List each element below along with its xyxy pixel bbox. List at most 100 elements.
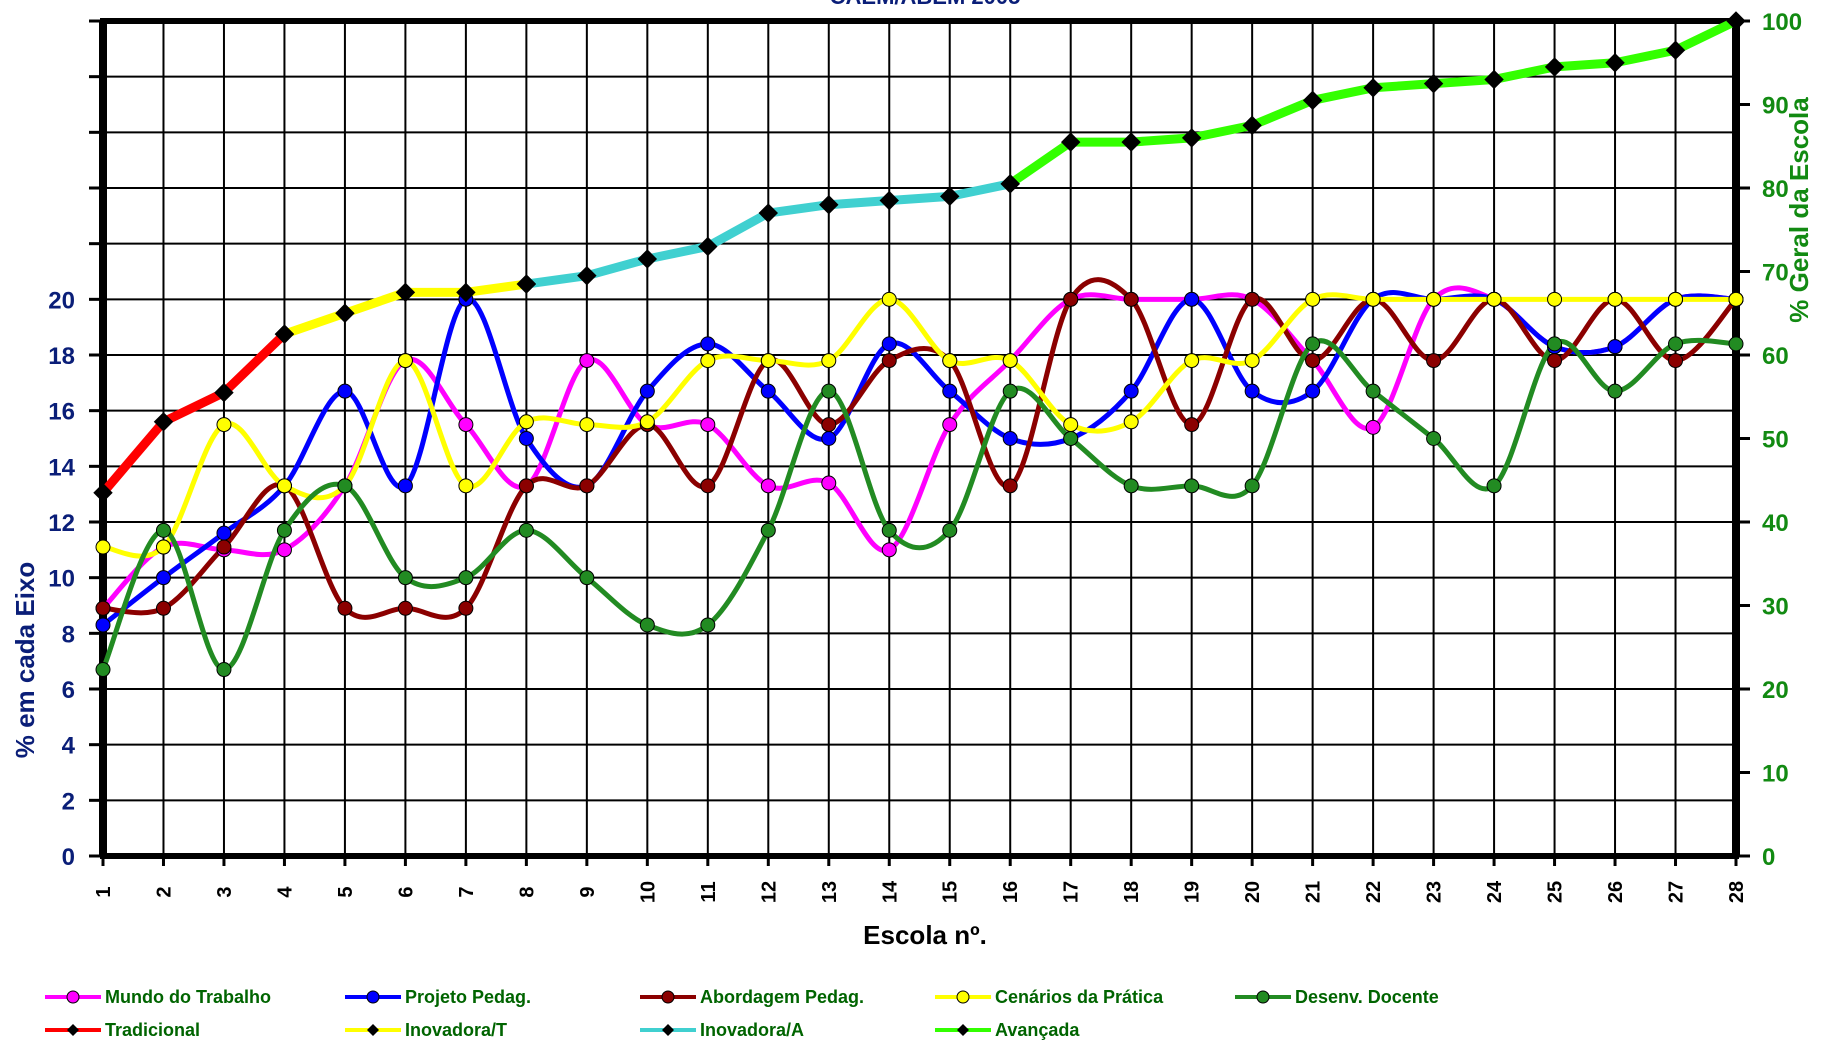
right-tick-label: 50 bbox=[1762, 427, 1789, 454]
legend-label: Inovadora/A bbox=[700, 1020, 804, 1040]
point-desenv-docente bbox=[1728, 336, 1744, 352]
point-abordagem-pedag bbox=[518, 478, 534, 494]
point-avancada bbox=[1181, 128, 1202, 148]
point-abordagem-pedag bbox=[1184, 417, 1200, 433]
point-projeto-pedag bbox=[216, 525, 232, 541]
x-tick-label: 17 bbox=[1061, 881, 1083, 903]
legend-swatch-marker bbox=[367, 1024, 379, 1036]
right-tick-label: 100 bbox=[1762, 9, 1802, 36]
x-tick-label: 8 bbox=[516, 886, 538, 897]
point-avancada bbox=[1484, 69, 1504, 90]
point-cenarios-da-pratica bbox=[216, 417, 232, 433]
point-inovadora-t bbox=[335, 303, 355, 323]
point-cenarios-da-pratica bbox=[1486, 291, 1502, 307]
point-cenarios-da-pratica bbox=[639, 414, 655, 430]
point-mundo-do-trabalho bbox=[700, 417, 716, 433]
x-tick-label: 15 bbox=[940, 881, 962, 903]
series-line-tradicional bbox=[98, 329, 289, 498]
point-desenv-docente bbox=[276, 522, 292, 538]
x-tick-label: 18 bbox=[1121, 881, 1143, 903]
point-desenv-docente bbox=[397, 570, 413, 586]
point-inovadora-a bbox=[879, 190, 899, 211]
point-desenv-docente bbox=[942, 522, 958, 538]
point-cenarios-da-pratica bbox=[1244, 353, 1260, 369]
point-cenarios-da-pratica bbox=[1607, 291, 1623, 307]
left-tick-label: 6 bbox=[62, 677, 75, 704]
legend-item-tradicional: Tradicional bbox=[45, 1020, 200, 1040]
point-inovadora-a bbox=[940, 186, 960, 207]
point-inovadora-t bbox=[274, 324, 295, 344]
x-tick-label: 13 bbox=[819, 881, 841, 903]
point-desenv-docente bbox=[1486, 478, 1502, 494]
point-tradicional bbox=[93, 483, 113, 503]
point-abordagem-pedag bbox=[1547, 353, 1563, 369]
legend-label: Tradicional bbox=[105, 1020, 200, 1040]
legend-swatch-marker bbox=[662, 1024, 674, 1036]
legend-item-abordagem-pedag: Abordagem Pedag. bbox=[640, 987, 864, 1007]
point-abordagem-pedag bbox=[881, 353, 897, 369]
x-tick-label: 14 bbox=[879, 880, 901, 903]
point-desenv-docente bbox=[881, 522, 897, 538]
point-desenv-docente bbox=[1365, 383, 1381, 399]
x-axis-label: Escola nº. bbox=[863, 920, 987, 950]
point-abordagem-pedag bbox=[1123, 291, 1139, 307]
right-axis-label: % Geral da Escola bbox=[1784, 97, 1814, 323]
point-abordagem-pedag bbox=[337, 600, 353, 616]
point-inovadora-a bbox=[698, 236, 718, 257]
point-projeto-pedag bbox=[397, 478, 413, 494]
legend-swatch-marker bbox=[956, 990, 970, 1004]
point-inovadora-a bbox=[819, 194, 839, 215]
legend-item-inovadora-t: Inovadora/T bbox=[345, 1020, 507, 1040]
x-tick-label: 11 bbox=[698, 881, 720, 902]
legend-label: Avançada bbox=[995, 1020, 1080, 1040]
series-lines bbox=[98, 16, 1741, 673]
right-tick-label: 40 bbox=[1762, 510, 1789, 537]
right-tick-label: 0 bbox=[1762, 844, 1775, 871]
point-projeto-pedag bbox=[942, 383, 958, 399]
plot-grid bbox=[99, 18, 1740, 859]
chart-title: CAEM/ABEM 2005 bbox=[830, 0, 1021, 9]
point-cenarios-da-pratica bbox=[1002, 353, 1018, 369]
legend-label: Cenários da Prática bbox=[995, 987, 1164, 1007]
point-cenarios-da-pratica bbox=[1063, 417, 1079, 433]
right-tick-label: 20 bbox=[1762, 677, 1789, 704]
series-line-projeto-pedag bbox=[100, 290, 1739, 628]
point-desenv-docente bbox=[458, 570, 474, 586]
point-avancada bbox=[1665, 40, 1686, 60]
point-mundo-do-trabalho bbox=[942, 417, 958, 433]
point-projeto-pedag bbox=[700, 336, 716, 352]
point-inovadora-a bbox=[758, 203, 779, 223]
point-projeto-pedag bbox=[1305, 383, 1321, 399]
point-mundo-do-trabalho bbox=[881, 542, 897, 558]
left-tick-label: 0 bbox=[62, 844, 75, 871]
point-abordagem-pedag bbox=[1063, 291, 1079, 307]
left-axis-ticks: 0 2 4 6 8 10 12 14 16 18 20 bbox=[48, 19, 103, 871]
point-cenarios-da-pratica bbox=[1668, 291, 1684, 307]
left-tick-label: 12 bbox=[48, 510, 75, 537]
point-cenarios-da-pratica bbox=[760, 353, 776, 369]
point-desenv-docente bbox=[1607, 383, 1623, 399]
point-desenv-docente bbox=[1123, 478, 1139, 494]
point-desenv-docente bbox=[700, 617, 716, 633]
point-abordagem-pedag bbox=[1668, 353, 1684, 369]
point-desenv-docente bbox=[579, 570, 595, 586]
point-abordagem-pedag bbox=[821, 417, 837, 433]
point-avancada bbox=[1302, 90, 1323, 111]
point-projeto-pedag bbox=[1002, 431, 1018, 446]
x-tick-label: 6 bbox=[395, 886, 417, 897]
legend-label: Inovadora/T bbox=[405, 1020, 507, 1040]
point-avancada bbox=[1726, 11, 1746, 31]
point-tradicional bbox=[153, 412, 174, 432]
left-tick-label: 4 bbox=[62, 733, 76, 760]
left-tick-label: 8 bbox=[62, 621, 75, 648]
point-cenarios-da-pratica bbox=[700, 353, 716, 369]
point-mundo-do-trabalho bbox=[458, 417, 474, 433]
plot-frame bbox=[100, 18, 1739, 859]
point-desenv-docente bbox=[639, 617, 655, 633]
point-desenv-docente bbox=[1426, 431, 1442, 446]
x-tick-label: 2 bbox=[153, 886, 175, 897]
point-cenarios-da-pratica bbox=[1123, 414, 1139, 430]
series-line-cenarios-da-pratica bbox=[100, 292, 1739, 559]
left-axis-label: % em cada Eixo bbox=[10, 562, 40, 759]
x-tick-label: 7 bbox=[456, 886, 478, 897]
